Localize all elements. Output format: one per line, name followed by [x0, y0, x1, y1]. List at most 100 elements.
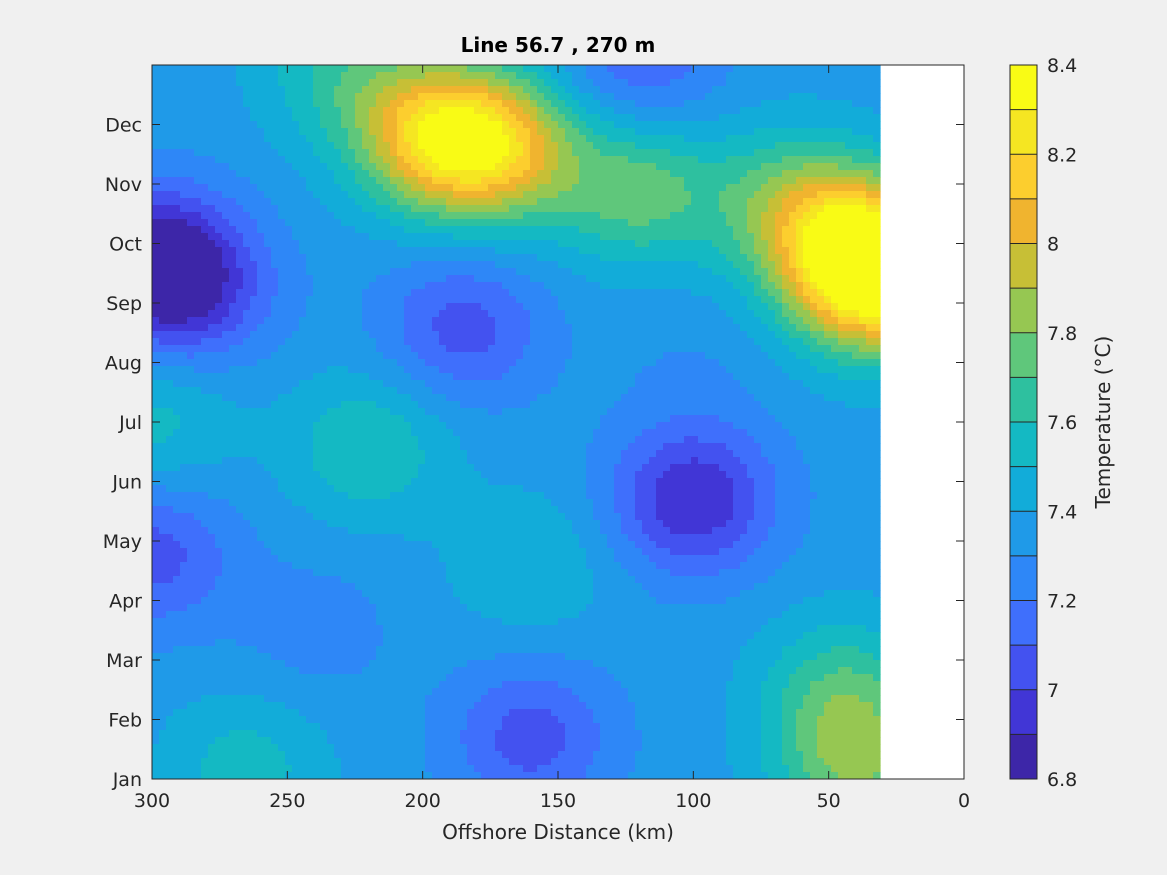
contour-cell: [453, 289, 461, 297]
contour-cell: [838, 170, 846, 178]
contour-cell: [831, 366, 839, 374]
contour-cell: [292, 177, 300, 185]
contour-cell: [600, 394, 608, 402]
contour-cell: [467, 359, 475, 367]
contour-cell: [544, 156, 552, 164]
contour-cell: [411, 366, 419, 374]
contour-cell: [432, 289, 440, 297]
contour-cell: [383, 135, 391, 143]
contour-cell: [411, 135, 419, 143]
contour-cell: [754, 275, 762, 283]
contour-cell: [656, 352, 664, 360]
contour-cell: [159, 114, 167, 122]
contour-cell: [866, 261, 874, 269]
contour-cell: [327, 163, 335, 171]
contour-cell: [362, 219, 370, 227]
contour-cell: [439, 317, 447, 325]
contour-cell: [369, 114, 377, 122]
contour-cell: [782, 275, 790, 283]
contour-cell: [306, 275, 314, 283]
contour-cell: [873, 338, 881, 346]
contour-cell: [432, 331, 440, 339]
contour-cell: [740, 72, 748, 80]
contour-cell: [502, 275, 510, 283]
contour-cell: [257, 338, 265, 346]
contour-cell: [684, 226, 692, 234]
contour-cell: [166, 142, 174, 150]
contour-cell: [285, 226, 293, 234]
contour-cell: [481, 233, 489, 241]
contour-cell: [537, 128, 545, 136]
contour-cell: [453, 359, 461, 367]
contour-cell: [166, 149, 174, 157]
contour-cell: [726, 240, 734, 248]
contour-cell: [362, 254, 370, 262]
contour-cell: [712, 247, 720, 255]
contour-cell: [817, 191, 825, 199]
contour-cell: [649, 72, 657, 80]
contour-cell: [859, 226, 867, 234]
contour-cell: [747, 366, 755, 374]
contour-cell: [495, 394, 503, 402]
contour-cell: [544, 254, 552, 262]
contour-cell: [789, 198, 797, 206]
contour-cell: [264, 345, 272, 353]
contour-cell: [222, 275, 230, 283]
contour-cell: [852, 121, 860, 129]
contour-cell: [586, 380, 594, 388]
contour-cell: [278, 212, 286, 220]
contour-cell: [502, 121, 510, 129]
contour-cell: [733, 86, 741, 94]
contour-cell: [593, 149, 601, 157]
contour-cell: [565, 219, 573, 227]
contour-cell: [621, 184, 629, 192]
contour-cell: [642, 121, 650, 129]
contour-cell: [656, 394, 664, 402]
contour-cell: [278, 268, 286, 276]
contour-cell: [215, 303, 223, 311]
contour-cell: [747, 380, 755, 388]
contour-cell: [306, 65, 314, 73]
contour-cell: [516, 233, 524, 241]
contour-cell: [712, 156, 720, 164]
contour-cell: [586, 93, 594, 101]
contour-cell: [201, 156, 209, 164]
contour-cell: [481, 107, 489, 115]
contour-cell: [306, 128, 314, 136]
contour-cell: [789, 191, 797, 199]
contour-cell: [747, 121, 755, 129]
contour-cell: [656, 93, 664, 101]
contour-cell: [320, 149, 328, 157]
contour-cell: [299, 205, 307, 213]
contour-cell: [467, 149, 475, 157]
contour-cell: [341, 191, 349, 199]
contour-cell: [194, 163, 202, 171]
contour-cell: [698, 72, 706, 80]
contour-cell: [705, 289, 713, 297]
contour-cell: [712, 380, 720, 388]
contour-cell: [810, 128, 818, 136]
contour-cell: [264, 254, 272, 262]
contour-cell: [474, 303, 482, 311]
contour-cell: [278, 345, 286, 353]
contour-cell: [383, 317, 391, 325]
contour-cell: [523, 100, 531, 108]
contour-cell: [810, 100, 818, 108]
contour-cell: [299, 114, 307, 122]
contour-cell: [222, 156, 230, 164]
contour-cell: [768, 317, 776, 325]
contour-cell: [705, 373, 713, 381]
contour-cell: [607, 184, 615, 192]
contour-cell: [194, 114, 202, 122]
contour-cell: [369, 338, 377, 346]
contour-cell: [670, 212, 678, 220]
contour-cell: [502, 373, 510, 381]
contour-cell: [656, 366, 664, 374]
contour-cell: [733, 303, 741, 311]
contour-cell: [656, 142, 664, 150]
contour-cell: [194, 86, 202, 94]
contour-cell: [348, 65, 356, 73]
contour-cell: [299, 387, 307, 395]
contour-cell: [180, 296, 188, 304]
contour-cell: [460, 184, 468, 192]
